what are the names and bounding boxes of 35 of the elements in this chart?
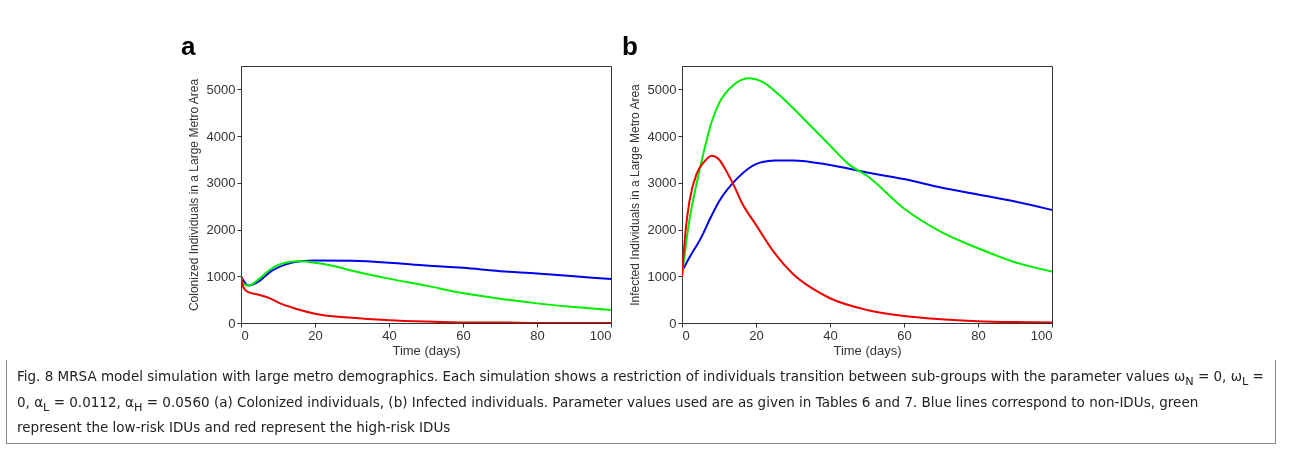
x-axis-title: Time (days) bbox=[833, 342, 902, 358]
line-series bbox=[241, 275, 611, 323]
y-tick-label: 1000 bbox=[647, 268, 677, 284]
x-tick-label: 40 bbox=[823, 327, 838, 343]
y-tick-label: 0 bbox=[228, 315, 236, 331]
y-tick-label: 3000 bbox=[647, 175, 677, 191]
x-tick-label: 60 bbox=[897, 327, 912, 343]
x-axis-title: Time (days) bbox=[392, 342, 461, 358]
y-tick-label: 4000 bbox=[647, 128, 677, 144]
x-tick-label: 100 bbox=[589, 327, 612, 343]
x-tick-label: 0 bbox=[682, 327, 690, 343]
y-tick-label: 3000 bbox=[206, 175, 236, 191]
line-series bbox=[241, 259, 611, 287]
y-axis-title: Colonized Individuals in a Large Metro Area bbox=[186, 78, 201, 312]
x-tick-label: 40 bbox=[382, 327, 397, 343]
y-tick-label: 4000 bbox=[206, 128, 236, 144]
line-series bbox=[241, 260, 611, 311]
y-tick-label: 5000 bbox=[647, 81, 677, 97]
chart-title: a bbox=[181, 31, 196, 61]
y-tick-label: 2000 bbox=[206, 222, 236, 238]
line-series bbox=[682, 154, 1052, 323]
y-tick-label: 5000 bbox=[206, 81, 236, 97]
x-tick-label: 100 bbox=[1030, 327, 1053, 343]
x-tick-label: 80 bbox=[971, 327, 986, 343]
y-tick-label: 2000 bbox=[647, 222, 677, 238]
y-tick-label: 0 bbox=[669, 315, 677, 331]
y-tick-label: 1000 bbox=[206, 268, 236, 284]
x-tick-label: 60 bbox=[456, 327, 471, 343]
chart-title: b bbox=[622, 31, 638, 61]
y-axis-title: Infected Individuals in a Large Metro Area bbox=[627, 83, 642, 306]
text: Fig. 8 MRSA model simulation with large metro demographics. Each simulation shows a restriction of individuals transition between sub-groups with the parameter values ω$_{N}$ = 0, ω$_{L}$ = 0, α$_{L}$ = 0.0112, α$_{H}$ = 0.0560 (a) Colonized individuals, (b) Infected individuals. Parameter values used are as given in Tables 6 and 7. Blue lines correspond to non-IDUs, green represent the low-risk IDUs and red represent the high-risk IDUs bbox=[17, 368, 1264, 436]
x-tick-label: 20 bbox=[308, 327, 323, 343]
x-tick-label: 0 bbox=[241, 327, 249, 343]
x-tick-label: 20 bbox=[749, 327, 764, 343]
x-tick-label: 80 bbox=[530, 327, 545, 343]
